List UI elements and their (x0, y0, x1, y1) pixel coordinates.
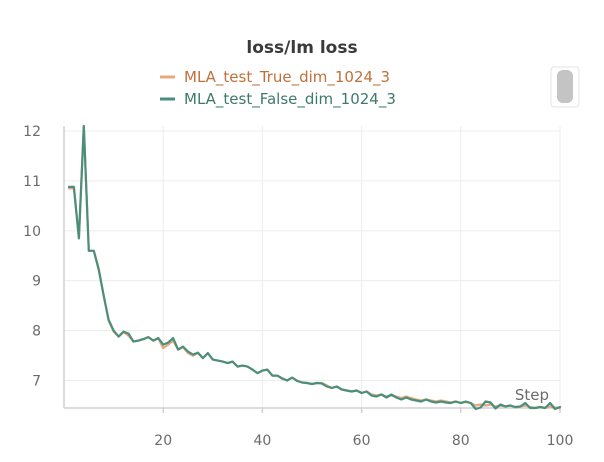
legend-item-label[interactable]: MLA_test_False_dim_1024_3 (184, 90, 396, 109)
y-axis-ticks: 7 8 9 10 11 12 (23, 124, 41, 390)
x-axis-ticks: 20 40 60 80 100 (154, 408, 573, 449)
y-tick-label: 8 (32, 324, 41, 340)
y-tick-label: 11 (23, 174, 41, 190)
x-tick-label: 60 (353, 433, 371, 449)
y-tick-label: 10 (23, 224, 41, 240)
scrollbar-thumb[interactable] (557, 70, 573, 103)
legend-item-label[interactable]: MLA_test_True_dim_1024_3 (184, 68, 390, 87)
axes (63, 126, 560, 409)
x-tick-label: 20 (154, 433, 172, 449)
chart-title: loss/lm loss (246, 38, 357, 58)
series-line-1 (67, 124, 562, 410)
x-tick-label: 100 (547, 433, 574, 449)
y-tick-label: 7 (32, 374, 41, 390)
legend-scrollbar[interactable] (550, 66, 580, 108)
series-line-2 (67, 124, 562, 411)
x-axis-label: Step (515, 386, 549, 404)
legend[interactable]: MLA_test_True_dim_1024_3 MLA_test_False_d… (160, 68, 396, 109)
x-tick-label: 40 (253, 433, 271, 449)
gridlines (64, 126, 561, 408)
series-lines (67, 124, 562, 411)
y-tick-label: 9 (32, 274, 41, 290)
y-tick-label: 12 (23, 124, 41, 140)
x-tick-label: 80 (452, 433, 470, 449)
